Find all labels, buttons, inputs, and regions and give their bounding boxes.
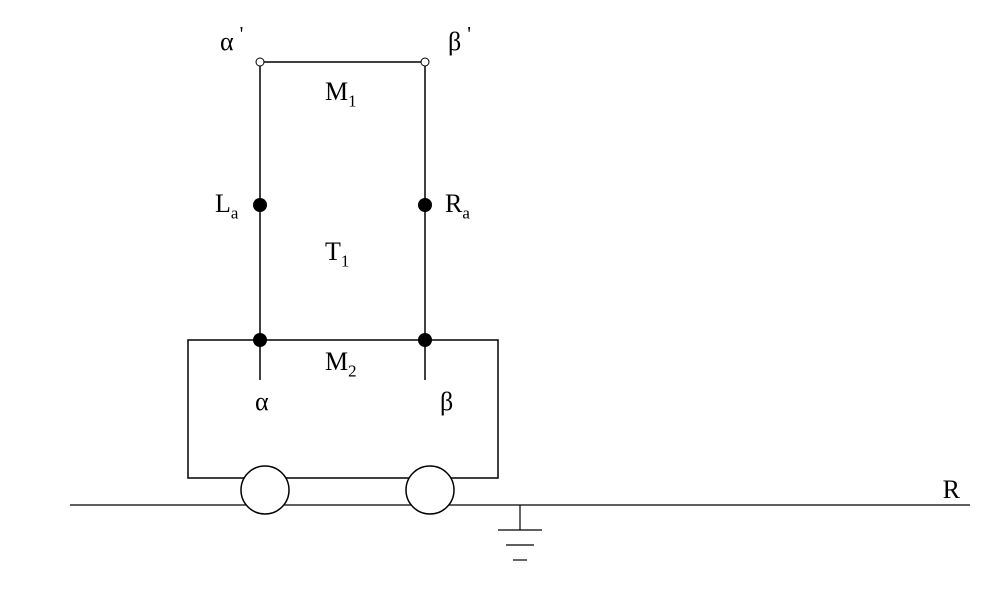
hollow-node-right xyxy=(421,58,429,66)
diagram-canvas: Rα'β'M1LaRaT1M2αβ xyxy=(0,0,1000,602)
label-alpha: α xyxy=(255,387,269,416)
label-beta: β xyxy=(440,387,453,416)
label-beta-prime: β' xyxy=(448,23,471,56)
solid-node-Ra xyxy=(418,198,432,212)
label-alpha-prime: α' xyxy=(220,23,243,56)
solid-node-alpha_bottom xyxy=(253,333,267,347)
solid-node-beta_bottom xyxy=(418,333,432,347)
wheel-right xyxy=(406,466,454,514)
wheel-left xyxy=(241,466,289,514)
label-La: La xyxy=(215,189,239,223)
label-Ra: Ra xyxy=(445,189,470,223)
rail-label: R xyxy=(943,475,961,504)
solid-node-La xyxy=(253,198,267,212)
label-T1: T1 xyxy=(325,237,349,271)
label-M1: M1 xyxy=(325,77,357,111)
hollow-node-left xyxy=(256,58,264,66)
